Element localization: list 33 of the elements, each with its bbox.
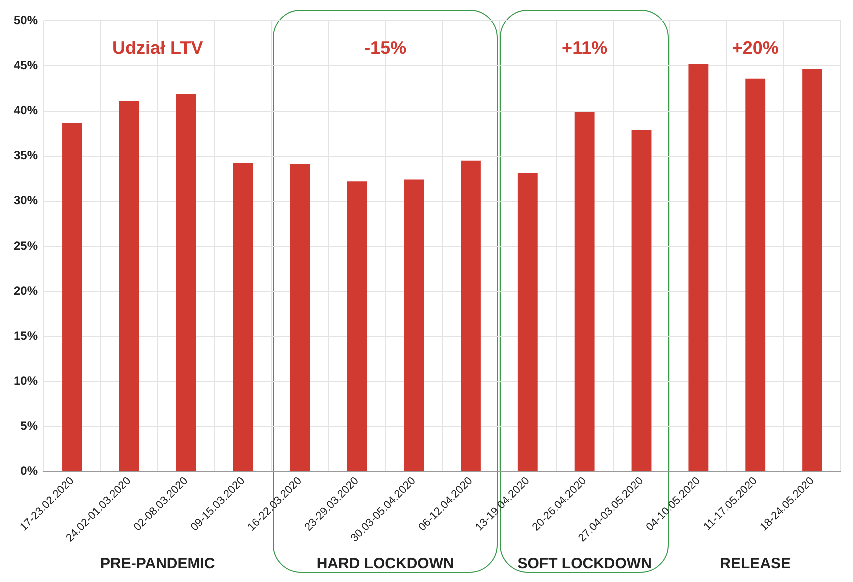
bar <box>574 112 595 472</box>
y-tick-label: 25% <box>14 238 38 253</box>
bar <box>119 101 140 472</box>
bar <box>688 64 709 472</box>
y-tick-label: 30% <box>14 194 38 208</box>
y-tick-label: 45% <box>14 58 38 73</box>
text: PRE-PANDEMIC <box>100 556 216 573</box>
bar <box>632 130 652 472</box>
y-tick-label: 5% <box>20 418 38 433</box>
annotation: -15% <box>364 38 407 58</box>
bar <box>290 164 310 472</box>
bar <box>62 123 82 472</box>
text: HARD LOCKDOWN <box>316 556 454 573</box>
bar <box>404 180 424 472</box>
y-tick-label: 20% <box>14 284 38 298</box>
text: RELEASE <box>720 556 792 573</box>
y-tick-label: 0% <box>20 464 38 478</box>
text: SOFT LOCKDOWN <box>518 556 652 573</box>
y-tick-label: 40% <box>14 104 38 118</box>
y-tick-label: 15% <box>14 328 38 343</box>
bar <box>802 68 822 472</box>
annotation: +20% <box>732 38 779 58</box>
text: Udział LTV <box>112 38 204 58</box>
y-tick-label: 50% <box>14 14 38 28</box>
y-tick-label: 10% <box>14 374 38 388</box>
bar <box>347 182 368 472</box>
bar <box>233 164 254 472</box>
bar <box>746 78 766 472</box>
bar <box>176 94 196 472</box>
bar <box>461 160 481 472</box>
bar <box>518 173 538 472</box>
annotation: +11% <box>562 38 608 58</box>
y-tick-label: 35% <box>14 148 38 163</box>
